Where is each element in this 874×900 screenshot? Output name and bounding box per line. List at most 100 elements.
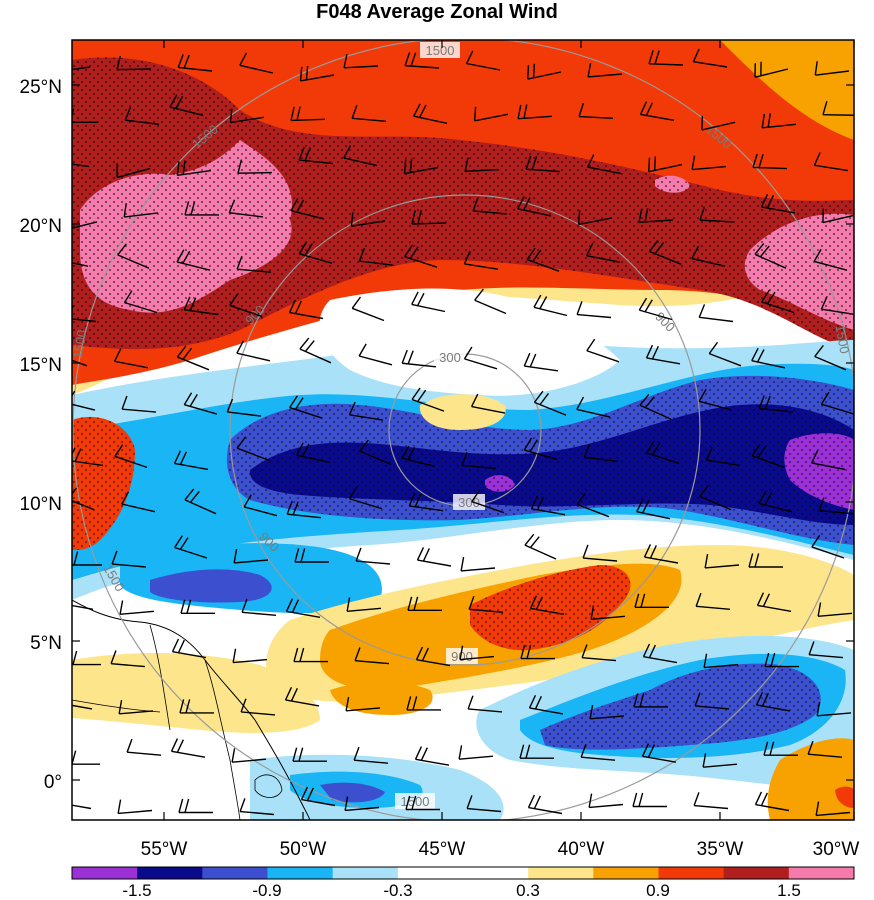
wind-barb-flag — [355, 547, 362, 562]
wind-barb-flag — [298, 241, 308, 255]
wind-barb-flag — [761, 289, 770, 303]
wind-barb-flag — [461, 452, 468, 466]
wind-barb-flag — [178, 798, 184, 813]
wind-barb-flag — [764, 395, 771, 410]
wind-barb-shaft — [467, 807, 502, 813]
wind-barb-flag — [237, 159, 243, 174]
wind-barb-flag — [458, 745, 463, 760]
wind-barb-flag — [532, 249, 542, 263]
wind-barb-shaft — [404, 166, 439, 175]
wind-barb-flag — [533, 795, 541, 809]
wind-barb-flag — [343, 53, 348, 68]
wind-barb-flag — [474, 288, 484, 301]
ring-label: 1500 — [70, 329, 90, 360]
wind-barb-flag — [226, 398, 234, 413]
wind-barb-flag — [647, 744, 655, 758]
wind-barb-flag — [644, 207, 649, 222]
wind-barb-shaft — [240, 810, 275, 816]
wind-barb-flag — [59, 690, 65, 703]
wind-barb-flag — [126, 738, 133, 753]
wind-barb-shaft — [817, 712, 852, 717]
shaded-field: 300 300 900 900 900 900 1500 1500 1500 1… — [59, 40, 854, 820]
wind-barb-flag — [769, 741, 775, 756]
wind-barb-flag — [344, 796, 349, 811]
wind-barb-shaft — [290, 209, 325, 220]
wind-barb-flag — [411, 210, 416, 225]
wind-barb-flag — [236, 436, 247, 449]
wind-barb-shaft — [754, 253, 787, 269]
colorbar-swatch — [463, 867, 529, 879]
wind-barb-flag — [304, 243, 313, 256]
wind-barb-flag — [290, 106, 295, 121]
wind-barb-flag — [525, 155, 532, 170]
wind-barb-shaft — [459, 755, 494, 760]
wind-barb-flag — [406, 696, 412, 711]
wind-barb-flag — [72, 108, 75, 118]
wind-barb-shaft — [233, 658, 268, 664]
wind-barb-shaft — [816, 811, 851, 817]
wind-barb-flag — [820, 296, 828, 310]
wind-barb-flag — [638, 792, 644, 807]
wind-barb-flag — [756, 592, 765, 606]
stipple-blue-mid — [226, 375, 854, 545]
wind-barb-flag — [651, 345, 659, 360]
wind-barb-shaft — [460, 655, 495, 661]
wind-barb-shaft — [230, 116, 265, 124]
wind-barb-flag — [284, 687, 293, 701]
wind-barb-flag — [586, 154, 595, 168]
wind-barb-flag — [638, 208, 643, 223]
wind-barb-shaft — [111, 662, 146, 668]
wind-barb-flag — [465, 50, 474, 64]
wind-barb-flag — [694, 692, 701, 707]
wind-barb-shaft — [700, 219, 735, 223]
wind-barb-shaft — [114, 360, 149, 369]
wind-barb-flag — [417, 389, 427, 402]
lat-tick-label: 20°N — [20, 216, 62, 237]
wind-barb-flag — [174, 535, 183, 548]
wind-barb-shaft — [359, 450, 392, 466]
wind-barb-flag — [186, 599, 192, 614]
wind-barb-flag — [232, 648, 237, 663]
wind-barb-flag — [590, 605, 595, 620]
wind-barb-flag — [189, 297, 197, 311]
wind-barb-shaft — [409, 505, 444, 512]
wind-barb-flag — [814, 61, 818, 76]
wind-barb-flag — [180, 599, 186, 614]
wind-barb-flag — [528, 695, 537, 709]
wind-barb-shaft — [703, 763, 738, 768]
wind-barb-shaft — [184, 404, 218, 415]
wind-barb-shaft — [301, 798, 336, 807]
wind-barb-flag — [466, 795, 473, 809]
wind-barb-shaft — [761, 301, 795, 314]
wind-barb-flag — [698, 388, 707, 402]
wind-barb-shaft — [171, 750, 206, 758]
wind-barb-shaft — [116, 68, 152, 71]
wind-barb-flag — [755, 692, 764, 706]
wind-barb-shaft — [524, 449, 558, 461]
wind-barb-shaft — [72, 604, 94, 610]
wind-barb-shaft — [401, 457, 436, 468]
wind-barb-shaft — [813, 260, 848, 271]
wind-barb-flag — [407, 447, 416, 460]
wind-barb-flag — [761, 113, 766, 128]
wind-barb-shaft — [701, 121, 736, 131]
wind-barb-flag — [754, 791, 763, 805]
wind-barb-shaft — [469, 608, 504, 613]
wind-barb-shaft — [527, 71, 562, 80]
wind-barb-flag — [531, 156, 538, 170]
stipple-lower-blue — [540, 663, 821, 750]
wind-barb-shaft — [815, 70, 850, 76]
wind-barb-flag — [586, 338, 596, 352]
wind-barb-flag — [639, 101, 648, 115]
wind-barb-flag — [760, 792, 768, 806]
wind-barb-shaft — [299, 348, 332, 364]
wind-barb-flag — [413, 103, 421, 117]
wind-barb-flag — [645, 344, 654, 359]
wind-barb-shaft — [285, 699, 320, 707]
wind-barb-shaft — [72, 500, 95, 511]
patch-south-medblue — [150, 569, 272, 603]
wind-barb-flag — [173, 450, 182, 464]
wind-barb-shaft — [464, 263, 499, 270]
wind-barb-shaft — [462, 464, 497, 470]
wind-barb-shaft — [346, 707, 381, 712]
